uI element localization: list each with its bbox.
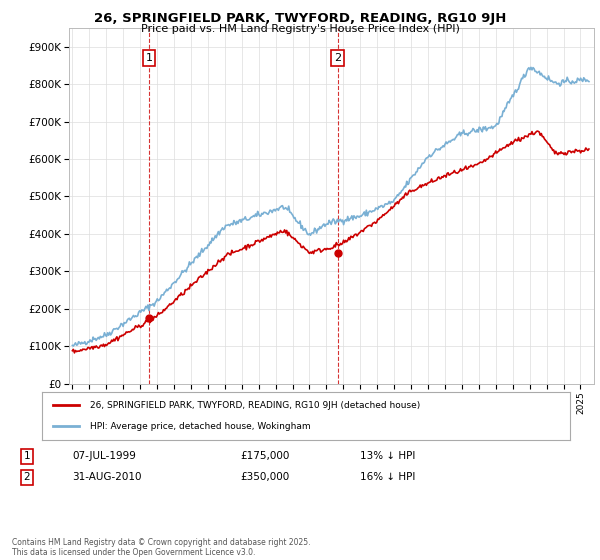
Text: 2: 2 <box>23 472 31 482</box>
Text: 2: 2 <box>334 53 341 63</box>
Text: £350,000: £350,000 <box>240 472 289 482</box>
Text: 31-AUG-2010: 31-AUG-2010 <box>72 472 142 482</box>
Text: 26, SPRINGFIELD PARK, TWYFORD, READING, RG10 9JH (detached house): 26, SPRINGFIELD PARK, TWYFORD, READING, … <box>89 401 420 410</box>
Text: HPI: Average price, detached house, Wokingham: HPI: Average price, detached house, Woki… <box>89 422 310 431</box>
Text: Price paid vs. HM Land Registry's House Price Index (HPI): Price paid vs. HM Land Registry's House … <box>140 24 460 34</box>
Text: 07-JUL-1999: 07-JUL-1999 <box>72 451 136 461</box>
Text: £175,000: £175,000 <box>240 451 289 461</box>
Text: 1: 1 <box>145 53 152 63</box>
Text: 13% ↓ HPI: 13% ↓ HPI <box>360 451 415 461</box>
Text: 16% ↓ HPI: 16% ↓ HPI <box>360 472 415 482</box>
Text: 1: 1 <box>23 451 31 461</box>
Text: Contains HM Land Registry data © Crown copyright and database right 2025.
This d: Contains HM Land Registry data © Crown c… <box>12 538 311 557</box>
Text: 26, SPRINGFIELD PARK, TWYFORD, READING, RG10 9JH: 26, SPRINGFIELD PARK, TWYFORD, READING, … <box>94 12 506 25</box>
